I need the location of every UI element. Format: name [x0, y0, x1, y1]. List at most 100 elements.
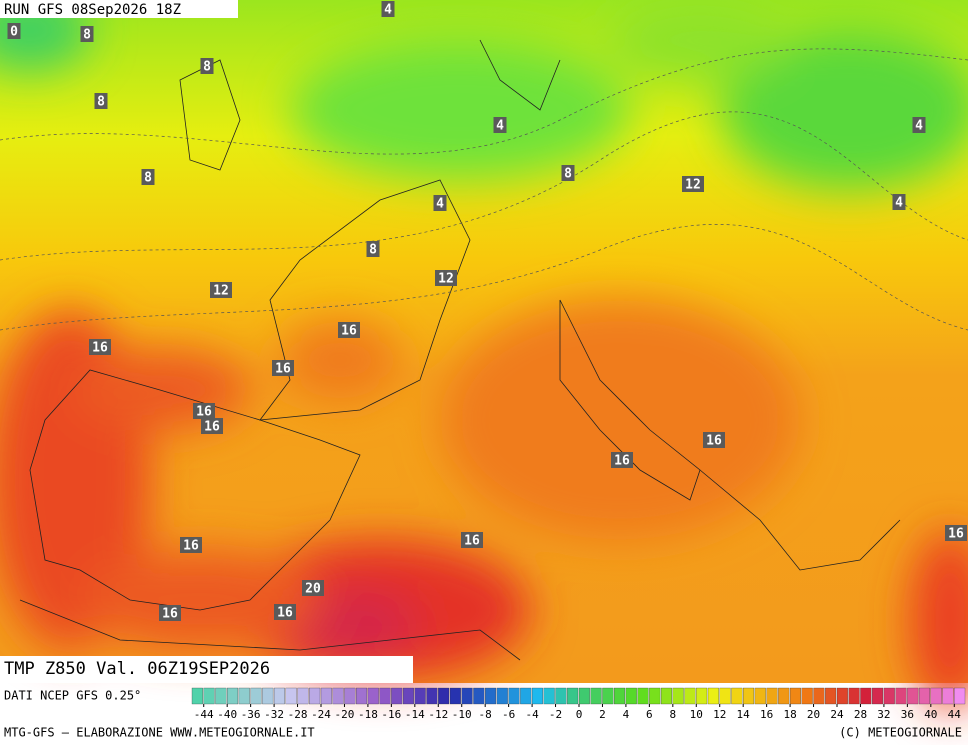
colorbar-swatch — [778, 687, 790, 705]
contour-label-box — [381, 1, 395, 17]
colorbar-swatch — [731, 687, 743, 705]
colorbar-tick-label: -16 — [381, 708, 401, 721]
contour-label: 16 — [277, 606, 293, 621]
contour-label: 8 — [83, 28, 91, 43]
colorbar-tick-label: 16 — [760, 708, 773, 721]
colorbar-swatch — [402, 687, 414, 705]
colorbar-swatch — [719, 687, 731, 705]
contour-label: 20 — [305, 582, 321, 597]
contour-label: 12 — [685, 178, 701, 193]
colorbar-swatch — [332, 687, 344, 705]
colorbar-tick-label: -36 — [241, 708, 261, 721]
contour-label: 8 — [97, 95, 105, 110]
colorbar-swatch — [825, 687, 837, 705]
run-label: RUN GFS 08Sep2026 18Z — [4, 2, 181, 18]
colorbar-tick-label: 8 — [670, 708, 677, 721]
colorbar-swatch — [461, 687, 473, 705]
colorbar-swatch — [426, 687, 438, 705]
colorbar-tick-label: 10 — [690, 708, 703, 721]
colorbar-tick-label: -8 — [479, 708, 492, 721]
colorbar-tick-label: 14 — [737, 708, 751, 721]
colorbar-swatch — [637, 687, 649, 705]
contour-label-box — [682, 176, 704, 192]
copyright: (C) METEOGIORNALE — [839, 726, 962, 740]
colorbar-swatch — [907, 687, 919, 705]
contour-label-box — [338, 322, 360, 338]
contour-label: 16 — [341, 324, 357, 339]
contour-label-box — [89, 339, 111, 355]
colorbar-swatch — [918, 687, 930, 705]
colorbar-swatch — [520, 687, 532, 705]
colorbar-swatch — [320, 687, 332, 705]
colorbar-tick-label: -6 — [502, 708, 515, 721]
colorbar-swatch — [356, 687, 368, 705]
contour-label: 12 — [213, 284, 229, 299]
colorbar-swatch — [250, 687, 262, 705]
colorbar-swatch — [578, 687, 590, 705]
colorbar-swatch — [309, 687, 321, 705]
colorbar-swatch — [590, 687, 602, 705]
contour-label: 4 — [384, 3, 392, 18]
colorbar-tick-label: 32 — [877, 708, 890, 721]
colorbar-tick-label: -10 — [452, 708, 472, 721]
contour-label-box — [7, 23, 21, 39]
credit: MTG-GFS — ELABORAZIONE WWW.METEOGIORNALE… — [4, 726, 315, 740]
colorbar-tick-label: 28 — [854, 708, 867, 721]
contour-label-box — [493, 117, 507, 133]
contour-label-box — [435, 270, 457, 286]
colorbar-tick-label: 18 — [783, 708, 796, 721]
contour-label: 16 — [464, 534, 480, 549]
contour-label-box — [80, 26, 94, 42]
contour-label: 16 — [162, 607, 178, 622]
contour-label-box — [912, 117, 926, 133]
colorbar-swatch — [215, 687, 227, 705]
colorbar-tick-label: -28 — [288, 708, 308, 721]
contour-label: 8 — [144, 171, 152, 186]
contour-label: 8 — [564, 167, 572, 182]
contour-label: 16 — [706, 434, 722, 449]
contour-label: 16 — [948, 527, 964, 542]
colorbar-swatch — [672, 687, 684, 705]
colorbar-tick-label: -14 — [405, 708, 425, 721]
colorbar-swatch — [625, 687, 637, 705]
contour-label-box — [703, 432, 725, 448]
contour-label-box — [201, 418, 223, 434]
colorbar-swatch — [438, 687, 450, 705]
colorbar-swatch — [449, 687, 461, 705]
contour-label-box — [180, 537, 202, 553]
contour-label: 0 — [10, 25, 18, 40]
colorbar-swatch — [930, 687, 942, 705]
colorbar-swatch — [860, 687, 872, 705]
colorbar-tick-label: -44 — [194, 708, 214, 721]
colorbar-swatch — [743, 687, 755, 705]
colorbar-swatch — [238, 687, 250, 705]
contour-label-box — [561, 165, 575, 181]
run-box — [0, 0, 238, 18]
colorbar-swatch — [813, 687, 825, 705]
contour-label: 4 — [915, 119, 923, 134]
contour-label-box — [611, 452, 633, 468]
colorbar-tick-label: 12 — [713, 708, 726, 721]
colorbar-tick-label: 2 — [599, 708, 606, 721]
contour-label-box — [302, 580, 324, 596]
contour-label: 4 — [895, 196, 903, 211]
colorbar-tick-label: 40 — [924, 708, 937, 721]
contour-label-box — [945, 525, 967, 541]
colorbar-swatch — [473, 687, 485, 705]
colorbar-swatch — [191, 687, 203, 705]
colorbar-tick-label: -2 — [549, 708, 562, 721]
colorbar-swatch — [649, 687, 661, 705]
colorbar-swatch — [754, 687, 766, 705]
colorbar-swatch — [379, 687, 391, 705]
map-title: TMP Z850 Val. 06Z19SEP2026 — [4, 659, 270, 679]
colorbar-swatch — [707, 687, 719, 705]
colorbar-swatch — [367, 687, 379, 705]
colorbar-tick-label: 6 — [646, 708, 653, 721]
contour-label: 4 — [436, 197, 444, 212]
colorbar-swatch — [801, 687, 813, 705]
colorbar-tick-label: -12 — [428, 708, 448, 721]
contour-label: 16 — [204, 420, 220, 435]
colorbar-swatch — [262, 687, 274, 705]
colorbar-swatch — [614, 687, 626, 705]
